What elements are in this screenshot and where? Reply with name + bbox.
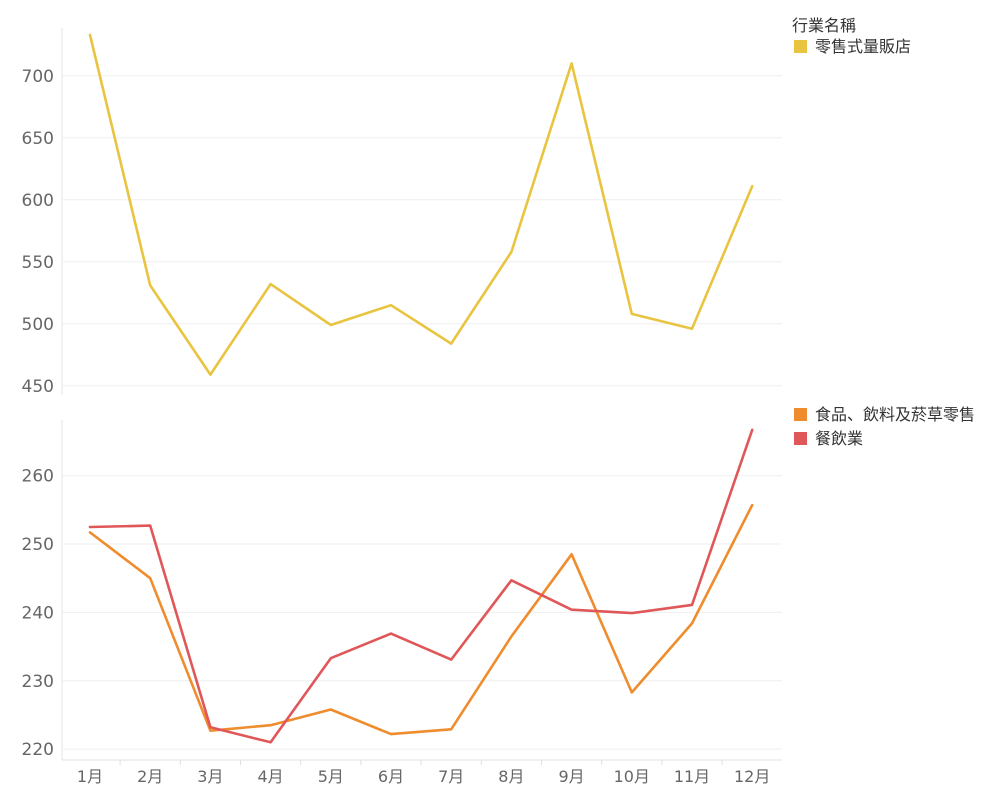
y-tick-label: 250 bbox=[22, 535, 54, 555]
y-tick-label: 260 bbox=[22, 467, 54, 487]
x-tick-label: 10月 bbox=[614, 767, 650, 786]
legend-swatch bbox=[794, 408, 807, 421]
y-tick-label: 600 bbox=[22, 191, 54, 211]
x-tick-label: 9月 bbox=[559, 767, 585, 786]
y-tick-label: 450 bbox=[22, 377, 54, 397]
legend-label: 零售式量販店 bbox=[815, 37, 911, 56]
x-tick-label: 7月 bbox=[438, 767, 464, 786]
x-tick-label: 8月 bbox=[498, 767, 524, 786]
x-axis: 1月 2月 3月 4月 5月 6月 7月 8月 9月 10月 11月 12月 bbox=[62, 759, 782, 786]
series-line-1-0 bbox=[88, 503, 754, 736]
y-tick-label: 230 bbox=[22, 672, 54, 692]
x-tick-label: 3月 bbox=[197, 767, 223, 786]
series-line-1-1 bbox=[88, 428, 754, 744]
y-tick-label: 240 bbox=[22, 603, 54, 623]
y-tick-label: 550 bbox=[22, 253, 54, 273]
legend-title: 行業名稱 bbox=[792, 16, 856, 35]
y-tick-label: 700 bbox=[22, 67, 54, 87]
x-tick-label: 12月 bbox=[734, 767, 770, 786]
y-tick-label: 500 bbox=[22, 315, 54, 335]
series-line-0-0 bbox=[88, 33, 754, 376]
y-tick-label: 650 bbox=[22, 129, 54, 149]
legend-swatch bbox=[794, 40, 807, 53]
x-tick-label: 4月 bbox=[258, 767, 284, 786]
legend-label: 餐飲業 bbox=[815, 429, 863, 448]
x-tick-label: 2月 bbox=[137, 767, 163, 786]
bottom-panel: 220 230 240 250 260 bbox=[22, 420, 782, 760]
x-tick-label: 6月 bbox=[378, 767, 404, 786]
x-tick-label: 5月 bbox=[318, 767, 344, 786]
top-panel: 450 500 550 600 650 700 bbox=[22, 28, 782, 397]
legend-swatch bbox=[794, 432, 807, 445]
legend-label: 食品、飲料及菸草零售 bbox=[815, 405, 975, 424]
x-tick-label: 11月 bbox=[674, 767, 710, 786]
x-tick-label: 1月 bbox=[77, 767, 103, 786]
y-tick-label: 220 bbox=[22, 740, 54, 760]
